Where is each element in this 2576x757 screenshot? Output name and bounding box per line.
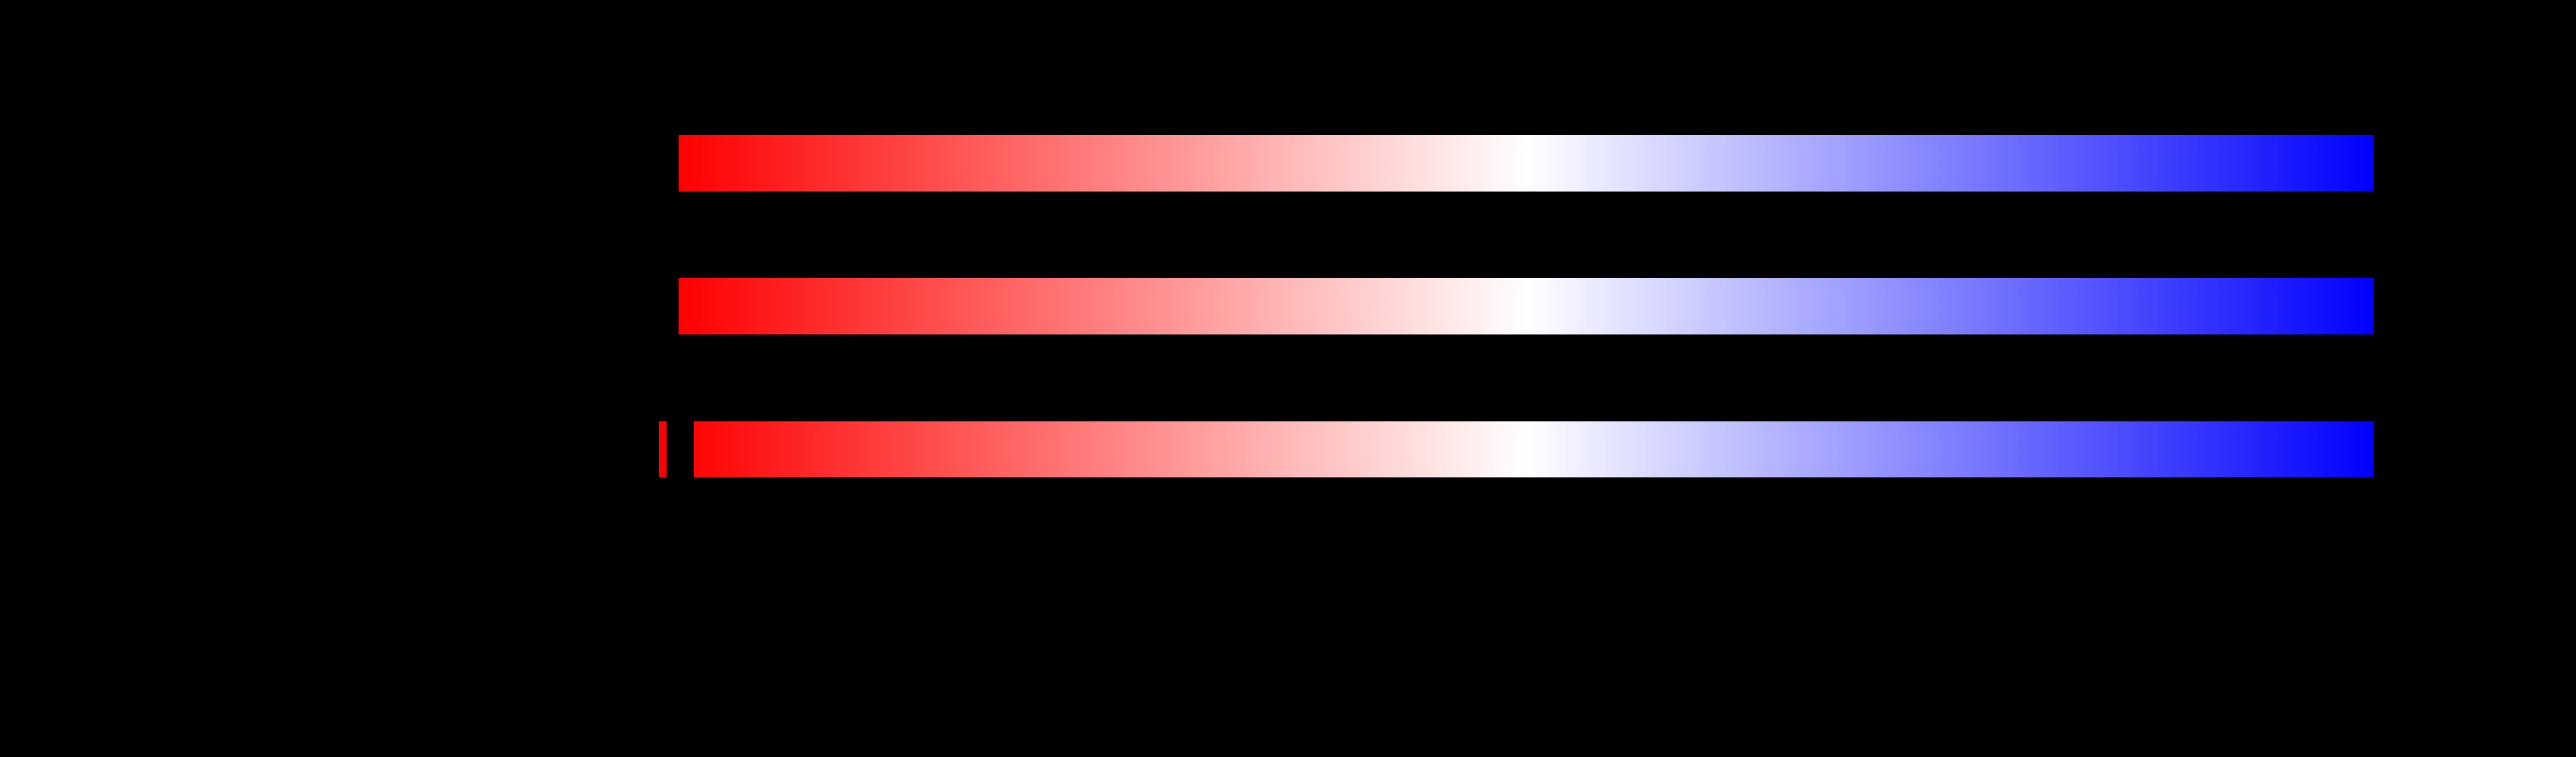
colorbar-strip-3-leading-segment	[659, 421, 667, 477]
colorbar-strip-3	[694, 421, 2374, 477]
colorbar-strip-2	[679, 278, 2374, 334]
colorbar-strip-1	[679, 135, 2374, 192]
